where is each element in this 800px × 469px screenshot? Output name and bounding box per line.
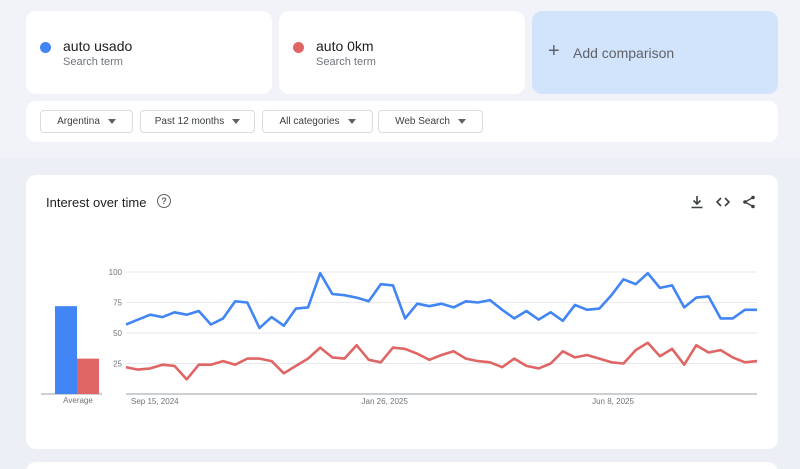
add-comparison-label: Add comparison [573,45,675,61]
search-term-label: auto usado [63,38,133,54]
x-tick-label: Jan 26, 2025 [362,397,409,406]
search-type-dropdown-label: Web Search [395,116,450,127]
y-tick-label: 50 [113,329,122,338]
caret-down-icon [347,119,356,124]
category-dropdown[interactable]: All categories [262,110,373,133]
period-dropdown[interactable]: Past 12 months [140,110,255,133]
interest-chart: Average 100 75 50 25 Sep 15, 2024 Jan 26, 20… [41,268,758,406]
y-tick-label: 25 [113,360,122,369]
region-dropdown[interactable]: Argentina [40,110,133,133]
x-tick-label: Sep 15, 2024 [131,397,179,406]
search-term-caption: Search term [63,56,123,68]
caret-down-icon [232,119,241,124]
period-dropdown-label: Past 12 months [154,116,225,127]
average-bar-auto-0km [77,358,99,394]
line-auto-0km [125,341,758,381]
category-dropdown-label: All categories [279,116,340,127]
filter-bar: Argentina Past 12 months All categories … [26,101,778,142]
y-tick-label: 100 [109,268,123,277]
search-type-dropdown[interactable]: Web Search [378,110,483,133]
plus-icon: + [548,40,560,62]
average-bar-auto-usado [55,306,77,394]
region-dropdown-label: Argentina [57,116,100,127]
search-term-card-1[interactable]: auto usado Search term [26,11,272,94]
add-comparison-button[interactable]: + Add comparison [532,11,778,94]
embed-code-icon[interactable] [715,194,731,210]
line-auto-usado [125,271,757,330]
search-term-caption: Search term [316,56,376,68]
search-term-label: auto 0km [316,38,374,54]
help-icon[interactable]: ? [157,194,171,208]
caret-down-icon [107,119,116,124]
next-section-card [26,462,778,469]
x-tick-label: Jun 8, 2025 [592,397,634,406]
chart-title: Interest over time [46,195,147,210]
average-label: Average [63,396,93,405]
y-tick-label: 75 [113,299,122,308]
share-icon[interactable] [741,194,757,210]
interest-over-time-card: Interest over time ? Average 100 75 50 25 S… [26,175,778,449]
series-color-dot [293,42,304,53]
search-term-card-2[interactable]: auto 0km Search term [279,11,525,94]
caret-down-icon [457,119,466,124]
download-icon[interactable] [689,194,705,210]
series-color-dot [40,42,51,53]
